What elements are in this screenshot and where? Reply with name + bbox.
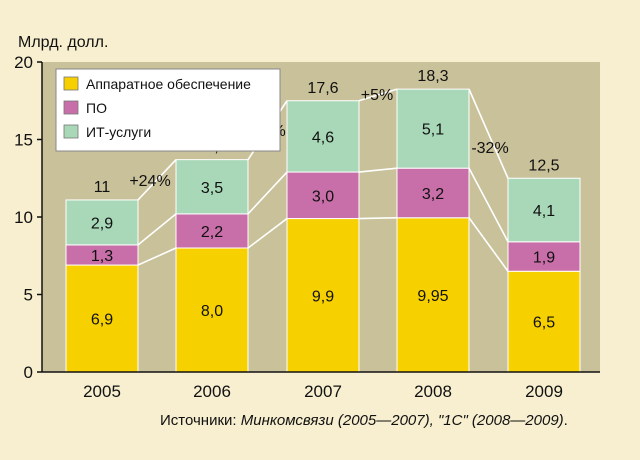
connector-line [358,216,398,220]
bar-segment [286,171,360,220]
bar-segment [396,88,470,169]
bar-segment [286,100,360,173]
legend-swatch [63,76,79,91]
y-tick-label: 20 [14,53,33,72]
x-tick-label: 2007 [304,382,342,401]
legend-entry: Аппаратное обеспечение [86,76,251,92]
segment-value-label: 2,2 [201,224,223,241]
segment-value-label: 1,9 [533,250,555,267]
growth-label: -32% [471,140,508,157]
connector-line [137,213,177,246]
y-tick-label: 5 [24,286,33,305]
source-suffix: . [563,412,568,429]
y-tick-label: 10 [14,208,33,227]
y-tick-label: 15 [14,131,33,150]
segment-value-label: 3,5 [201,180,223,197]
bar-segment [507,177,581,243]
y-axis-title: Млрд. долл. [18,34,108,51]
connector-line [137,247,177,266]
segment-value-label: 9,95 [417,288,448,305]
total-value-label: 17,6 [307,80,338,97]
segment-value-label: 6,9 [91,312,113,329]
segment-value-label: 3,0 [312,188,334,205]
connector-line [247,217,288,249]
segment-value-label: 1,3 [91,248,113,265]
connector-line [468,167,509,243]
segment-value-label: 4,1 [533,203,555,220]
segment-value-label: 5,1 [422,122,444,139]
bar-segment [175,159,249,215]
bar-segment [175,213,249,249]
total-value-label: 18,3 [417,68,448,85]
connector-line [358,167,398,173]
source-italic: Минкомсвязи (2005—2007), "1С" (2008—2009… [240,412,564,429]
x-tick-label: 2009 [525,382,563,401]
connector-line [468,88,509,179]
legend-swatch [63,100,79,115]
total-value-label: 11 [94,179,111,196]
segment-value-label: 4,6 [312,129,334,146]
growth-label: +24% [129,173,170,190]
connector-line [358,88,398,102]
segment-value-label: 9,9 [312,288,334,305]
bar-segment [65,199,139,246]
source-note: Источники: Минкомсвязи (2005—2007), "1С"… [160,412,568,429]
legend-entry: ИТ-услуги [86,124,151,140]
segment-value-label: 3,2 [422,186,444,203]
segment-value-label: 8,0 [201,303,223,320]
segment-value-label: 6,5 [533,315,555,332]
x-tick-label: 2005 [83,382,121,401]
growth-label: +5% [361,87,393,104]
segment-value-label: 2,9 [91,215,113,232]
bar-segment [286,218,360,373]
bar-segment [65,264,139,373]
x-tick-label: 2008 [414,382,452,401]
bar-segment [396,167,470,219]
legend-entry: ПО [86,100,107,116]
bar-segment [396,217,470,373]
source-prefix: Источники: [160,412,241,429]
connector-line [468,217,509,272]
total-value-label: 12,5 [528,157,559,174]
legend-swatch [63,124,79,139]
y-tick-label: 0 [24,363,33,382]
connector-line [137,159,177,201]
legend-box [55,68,281,152]
x-tick-label: 2006 [193,382,231,401]
connector-line [247,171,288,215]
